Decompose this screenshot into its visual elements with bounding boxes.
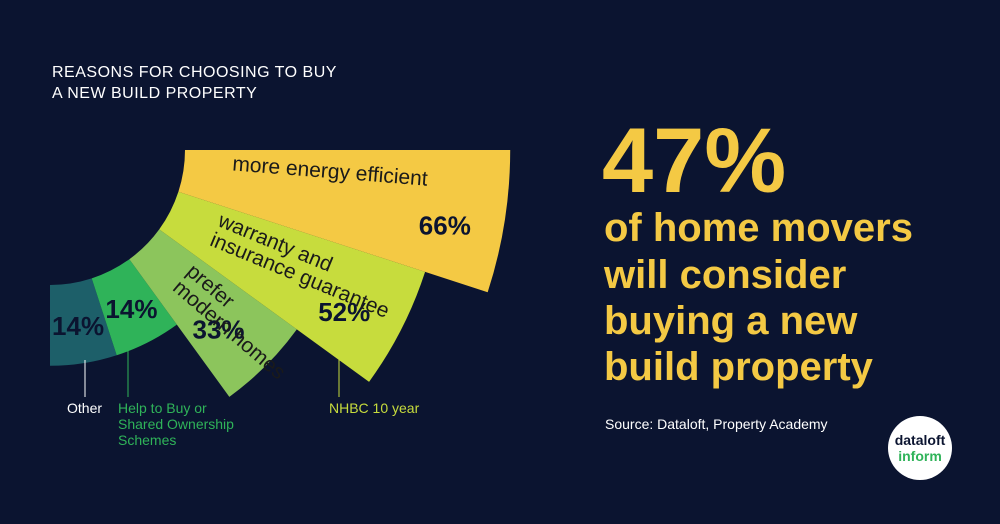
source: Source: Dataloft, Property Academy <box>605 416 828 432</box>
chart-title: A NEW BUILD PROPERTY <box>52 85 257 102</box>
headline-text: of home movers <box>604 206 913 250</box>
logo-circle <box>888 416 952 480</box>
annotation: Schemes <box>118 432 176 448</box>
headline-text: buying a new <box>604 299 858 343</box>
annotation: NHBC 10 year <box>329 400 420 416</box>
value-label: 66% <box>419 211 471 241</box>
bar-sector <box>159 191 426 382</box>
headline-text: will consider <box>603 253 846 297</box>
chart-title: REASONS FOR CHOOSING TO BUY <box>52 64 337 81</box>
value-label: 14% <box>105 294 157 324</box>
bar-sector <box>129 229 297 397</box>
logo-text: inform <box>898 448 942 464</box>
annotation: Other <box>67 400 102 416</box>
bar-sector <box>91 259 177 356</box>
value-label: 33% <box>192 315 244 345</box>
bar-sector <box>178 150 511 293</box>
headline-text: build property <box>604 345 874 389</box>
value-label: 52% <box>318 297 370 327</box>
annotation: Shared Ownership <box>118 416 234 432</box>
logo-text: dataloft <box>895 432 946 448</box>
annotation: Help to Buy or <box>118 400 207 416</box>
value-label: 14% <box>52 311 104 341</box>
headline-value: 47% <box>602 110 786 212</box>
bar-sector <box>50 278 117 366</box>
